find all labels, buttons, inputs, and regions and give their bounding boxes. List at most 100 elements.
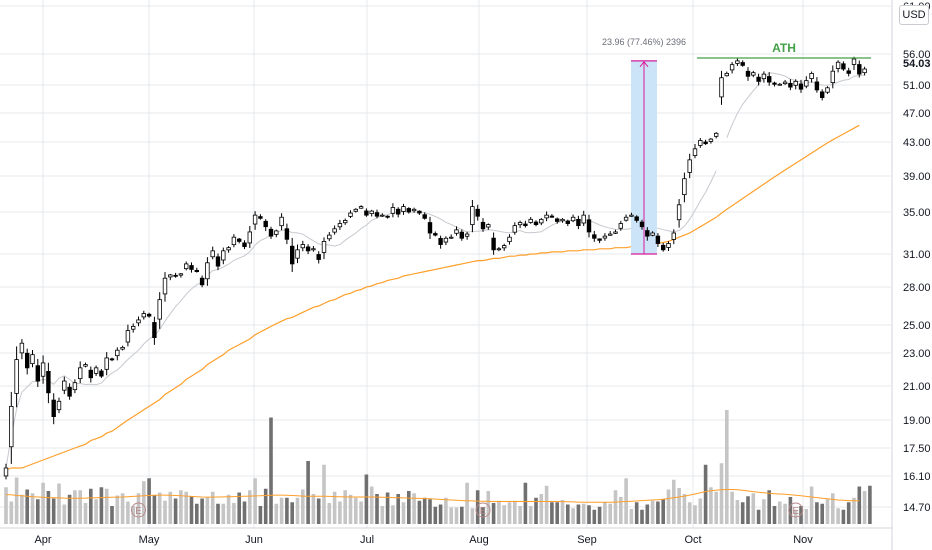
volume-bar <box>862 491 867 524</box>
candle-up <box>676 204 682 221</box>
volume-bar <box>687 502 692 524</box>
volume-bar <box>746 496 750 524</box>
currency-label[interactable]: USD <box>899 5 929 25</box>
candle-down <box>767 76 772 83</box>
time-axis[interactable]: Apr May Jun Jul Aug Sep Oct Nov <box>0 527 892 546</box>
volume-bar <box>285 497 289 524</box>
candle-up <box>602 235 608 239</box>
candle-up <box>650 232 655 236</box>
volume-bar <box>412 493 416 524</box>
candle-up <box>9 405 14 448</box>
candle-up <box>698 140 703 146</box>
volume-bar <box>825 498 830 524</box>
candle-down <box>258 216 263 219</box>
volume-bar <box>656 501 660 524</box>
candle-up <box>120 346 125 350</box>
candle-down <box>549 215 555 218</box>
volume-bar <box>168 491 173 524</box>
volume-bar <box>163 500 167 524</box>
volume-bar <box>751 493 756 524</box>
volume-bar <box>422 497 427 524</box>
candle-up <box>692 148 698 156</box>
volume-average-line <box>6 489 860 503</box>
volume-bar <box>629 509 634 524</box>
candle-down <box>305 246 311 252</box>
grid-layer <box>0 0 891 528</box>
candle-down <box>639 221 645 228</box>
candle-down <box>740 62 745 66</box>
earnings-marker <box>475 502 491 518</box>
candle-up <box>486 224 491 228</box>
candle-up <box>735 60 740 64</box>
volume-bar <box>263 488 268 524</box>
volume-bar <box>550 502 554 524</box>
candle-up <box>141 313 146 318</box>
candle-up <box>168 274 173 278</box>
volume-bar <box>36 499 40 524</box>
candle-up <box>226 247 231 251</box>
measure-tool: 23.96 (77.46%) 2396 <box>602 37 686 255</box>
candle-up <box>83 364 88 367</box>
candle-down <box>152 322 157 338</box>
volume-bar <box>338 501 342 524</box>
volume-bar <box>301 489 305 524</box>
volume-bar <box>725 410 729 524</box>
candle-up <box>793 80 798 86</box>
volume-bar <box>767 490 771 524</box>
candle-down <box>745 70 751 77</box>
volume-bar <box>375 494 379 524</box>
price-tick-label: 43.00 <box>903 137 931 149</box>
volume-bar <box>640 509 644 524</box>
candle-down <box>427 222 433 234</box>
candle-up <box>337 223 343 228</box>
candle-up <box>470 206 475 226</box>
volume-bar <box>89 488 93 524</box>
candle-down <box>592 234 597 239</box>
volume-bar <box>295 497 300 524</box>
candle-up <box>390 207 396 214</box>
volume-bar <box>401 502 406 524</box>
volume-bar <box>83 503 88 524</box>
volume-bar <box>210 491 215 524</box>
volume-bar <box>634 502 639 524</box>
measure-arrow-head <box>639 61 649 68</box>
volume-bar <box>815 502 819 524</box>
volume-bar <box>391 505 395 524</box>
candle-down <box>459 231 464 239</box>
volume-bar <box>661 499 665 524</box>
volume-bar <box>57 483 61 524</box>
volume-bar <box>200 498 204 524</box>
candle-up <box>136 319 141 324</box>
candle-down <box>316 254 321 260</box>
candle-down <box>242 242 247 248</box>
volume-bar <box>385 492 390 524</box>
candle-up <box>210 250 215 258</box>
candle-down <box>798 83 804 90</box>
candle-down <box>385 215 390 218</box>
candle-down <box>374 212 380 217</box>
candle-up <box>448 236 454 239</box>
volume-bar <box>407 491 411 524</box>
volume-bar <box>110 506 114 524</box>
candlesticks <box>3 56 867 480</box>
candle-up <box>231 236 237 246</box>
candle-up <box>40 362 46 377</box>
candle-down <box>846 70 851 74</box>
volume-bar <box>857 486 862 524</box>
volume-bar <box>502 505 506 524</box>
volume-bar <box>142 481 146 524</box>
candle-down <box>475 208 480 217</box>
volume-bar <box>788 497 793 524</box>
candle-up <box>454 229 459 234</box>
last-price-label: 54.03 <box>903 58 931 70</box>
price-axis[interactable]: 14.70 16.10 17.50 19.00 21.00 23.00 25.00 28.00… <box>891 0 931 550</box>
volume-bar <box>279 497 284 524</box>
volume-bar <box>470 508 475 524</box>
time-tick-label: Sep <box>577 534 597 546</box>
volume-bar <box>507 502 512 524</box>
candle-up <box>56 400 62 411</box>
candle-up <box>3 467 9 477</box>
volume-bar <box>772 506 777 524</box>
time-tick-label: Nov <box>793 534 813 546</box>
